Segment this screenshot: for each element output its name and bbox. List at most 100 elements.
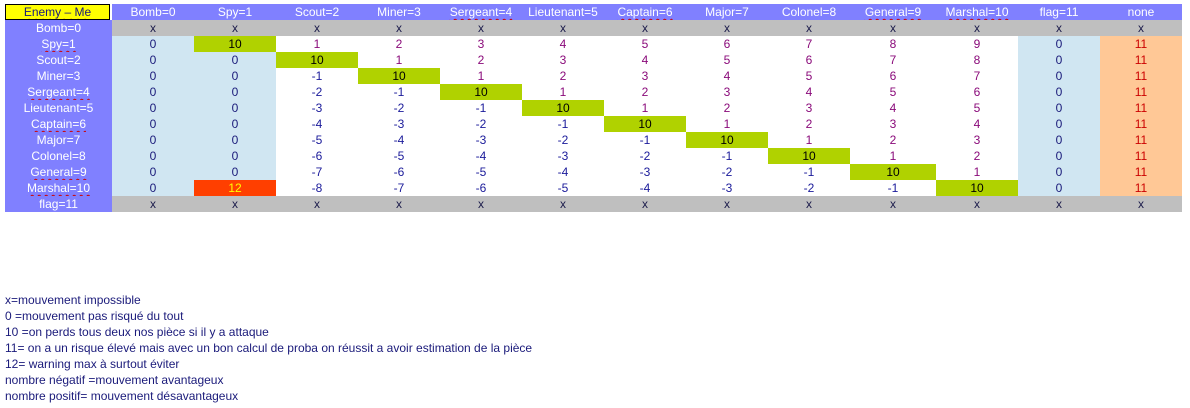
table-cell[interactable]: 10: [850, 164, 936, 180]
table-cell[interactable]: 1: [686, 116, 768, 132]
table-cell[interactable]: 7: [768, 36, 850, 52]
table-cell[interactable]: 1: [358, 52, 440, 68]
column-header[interactable]: Spy=1: [194, 4, 276, 20]
table-cell[interactable]: 0: [112, 52, 194, 68]
table-cell[interactable]: 3: [686, 84, 768, 100]
table-cell[interactable]: 0: [112, 100, 194, 116]
column-header[interactable]: Scout=2: [276, 4, 358, 20]
table-cell[interactable]: 0: [194, 164, 276, 180]
table-cell[interactable]: 11: [1100, 132, 1182, 148]
column-header[interactable]: Colonel=8: [768, 4, 850, 20]
table-cell[interactable]: 0: [1018, 52, 1100, 68]
table-cell[interactable]: 0: [112, 116, 194, 132]
table-cell[interactable]: 5: [686, 52, 768, 68]
table-cell[interactable]: 10: [936, 180, 1018, 196]
table-cell[interactable]: 0: [112, 68, 194, 84]
table-cell[interactable]: x: [194, 20, 276, 36]
table-cell[interactable]: 1: [276, 36, 358, 52]
table-cell[interactable]: x: [768, 196, 850, 212]
table-cell[interactable]: 0: [112, 132, 194, 148]
row-header[interactable]: Major=7: [5, 132, 112, 148]
table-cell[interactable]: -3: [686, 180, 768, 196]
table-cell[interactable]: 1: [604, 100, 686, 116]
table-cell[interactable]: 2: [440, 52, 522, 68]
column-header[interactable]: flag=11: [1018, 4, 1100, 20]
table-cell[interactable]: x: [440, 196, 522, 212]
table-cell[interactable]: 5: [936, 100, 1018, 116]
table-cell[interactable]: 10: [522, 100, 604, 116]
table-cell[interactable]: 0: [1018, 84, 1100, 100]
table-cell[interactable]: x: [440, 20, 522, 36]
table-cell[interactable]: 2: [936, 148, 1018, 164]
table-cell[interactable]: x: [358, 196, 440, 212]
table-cell[interactable]: 2: [358, 36, 440, 52]
table-cell[interactable]: x: [276, 20, 358, 36]
table-cell[interactable]: 0: [112, 148, 194, 164]
row-header[interactable]: Scout=2: [5, 52, 112, 68]
column-header[interactable]: Marshal=10: [936, 4, 1018, 20]
table-cell[interactable]: x: [604, 196, 686, 212]
table-cell[interactable]: 0: [112, 36, 194, 52]
table-cell[interactable]: 11: [1100, 36, 1182, 52]
table-cell[interactable]: 11: [1100, 52, 1182, 68]
table-cell[interactable]: 0: [1018, 36, 1100, 52]
table-cell[interactable]: 1: [850, 148, 936, 164]
row-header[interactable]: flag=11: [5, 196, 112, 212]
table-cell[interactable]: x: [276, 196, 358, 212]
table-cell[interactable]: 4: [686, 68, 768, 84]
table-cell[interactable]: 1: [768, 132, 850, 148]
table-cell[interactable]: 5: [768, 68, 850, 84]
column-header[interactable]: General=9: [850, 4, 936, 20]
table-cell[interactable]: -4: [604, 180, 686, 196]
table-cell[interactable]: 7: [850, 52, 936, 68]
column-header[interactable]: Miner=3: [358, 4, 440, 20]
table-cell[interactable]: x: [194, 196, 276, 212]
table-cell[interactable]: 6: [768, 52, 850, 68]
table-cell[interactable]: 11: [1100, 68, 1182, 84]
table-cell[interactable]: 0: [1018, 116, 1100, 132]
table-cell[interactable]: x: [1100, 196, 1182, 212]
table-cell[interactable]: 10: [686, 132, 768, 148]
table-cell[interactable]: -1: [440, 100, 522, 116]
table-cell[interactable]: -2: [604, 148, 686, 164]
table-cell[interactable]: -1: [276, 68, 358, 84]
table-cell[interactable]: -3: [358, 116, 440, 132]
table-cell[interactable]: 11: [1100, 116, 1182, 132]
table-cell[interactable]: x: [522, 20, 604, 36]
table-cell[interactable]: -3: [604, 164, 686, 180]
table-cell[interactable]: 1: [522, 84, 604, 100]
table-cell[interactable]: 0: [194, 100, 276, 116]
table-cell[interactable]: -5: [440, 164, 522, 180]
table-cell[interactable]: 12: [194, 180, 276, 196]
table-cell[interactable]: -2: [440, 116, 522, 132]
table-cell[interactable]: x: [686, 20, 768, 36]
table-cell[interactable]: -3: [440, 132, 522, 148]
table-cell[interactable]: x: [358, 20, 440, 36]
table-cell[interactable]: 0: [1018, 132, 1100, 148]
table-cell[interactable]: x: [112, 20, 194, 36]
table-cell[interactable]: -2: [522, 132, 604, 148]
table-cell[interactable]: 10: [358, 68, 440, 84]
table-cell[interactable]: -8: [276, 180, 358, 196]
row-header[interactable]: Lieutenant=5: [5, 100, 112, 116]
table-cell[interactable]: 0: [194, 132, 276, 148]
table-cell[interactable]: -6: [358, 164, 440, 180]
table-cell[interactable]: 11: [1100, 84, 1182, 100]
table-cell[interactable]: x: [850, 196, 936, 212]
table-cell[interactable]: 3: [768, 100, 850, 116]
table-cell[interactable]: 9: [936, 36, 1018, 52]
table-cell[interactable]: -7: [276, 164, 358, 180]
table-cell[interactable]: 0: [194, 148, 276, 164]
table-cell[interactable]: 0: [1018, 100, 1100, 116]
table-cell[interactable]: 1: [440, 68, 522, 84]
table-cell[interactable]: 4: [936, 116, 1018, 132]
table-cell[interactable]: -3: [276, 100, 358, 116]
table-cell[interactable]: 11: [1100, 148, 1182, 164]
table-cell[interactable]: 5: [604, 36, 686, 52]
table-cell[interactable]: 0: [194, 116, 276, 132]
table-cell[interactable]: 8: [936, 52, 1018, 68]
table-cell[interactable]: -5: [358, 148, 440, 164]
table-cell[interactable]: -1: [604, 132, 686, 148]
table-cell[interactable]: 6: [850, 68, 936, 84]
row-header[interactable]: Bomb=0: [5, 20, 112, 36]
